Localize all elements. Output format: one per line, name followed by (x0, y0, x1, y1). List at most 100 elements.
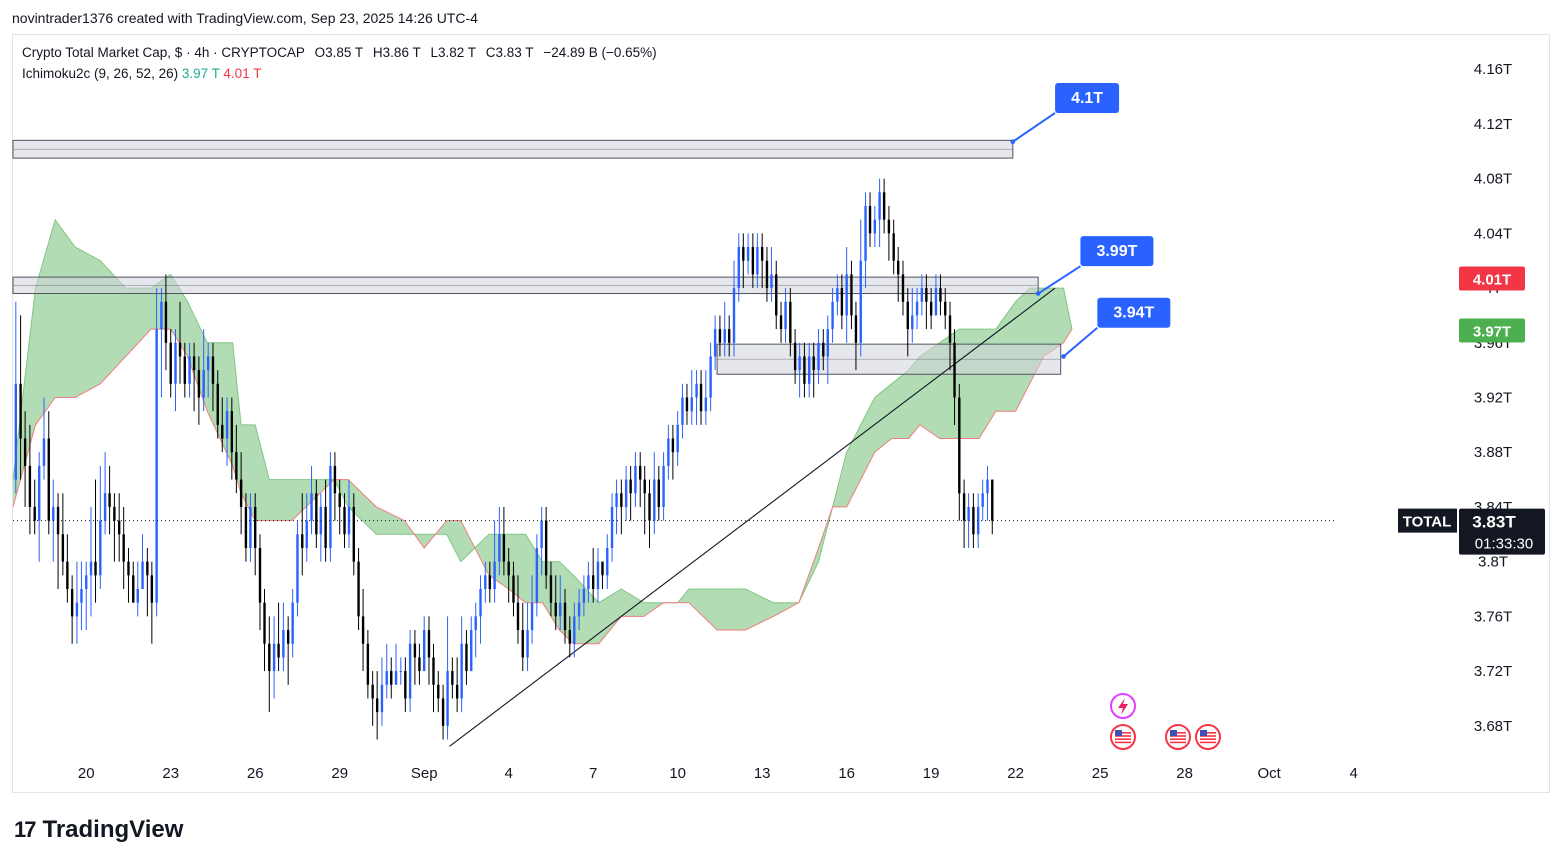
candle-body (878, 192, 881, 220)
candle (775, 260, 778, 330)
candle (310, 465, 313, 535)
candle (737, 233, 740, 302)
callout-anchor (1061, 354, 1066, 359)
candle (366, 630, 370, 699)
candle (75, 561, 79, 644)
tradingview-brand[interactable]: 17 TradingView (14, 816, 183, 844)
candle-body (615, 493, 618, 507)
candle-body (779, 315, 783, 330)
candle-body (460, 643, 463, 699)
candle-body (99, 520, 102, 576)
callout-box (1055, 82, 1120, 113)
candle-body (146, 561, 149, 576)
candle-body (770, 274, 773, 289)
candle-body (929, 301, 933, 316)
candle (582, 575, 586, 617)
candle-body (798, 356, 801, 371)
candle-body (113, 506, 116, 521)
candle-body (526, 630, 529, 658)
x-tick-label: 19 (923, 765, 940, 782)
candle-body (375, 698, 379, 713)
legend-low: L3.82 T (430, 45, 477, 60)
candle (535, 534, 539, 617)
x-tick-label: 28 (1176, 765, 1193, 782)
candle (136, 561, 139, 617)
candle-body (277, 643, 280, 658)
price-callouts: 4.1T 3.99T 3.94T (1010, 82, 1171, 359)
candle-body (315, 493, 318, 535)
candle (347, 479, 351, 548)
candle-body (263, 602, 266, 644)
candle-body (216, 383, 219, 425)
x-tick-label: 16 (838, 765, 855, 782)
candle (676, 411, 679, 466)
x-tick-label: 10 (669, 765, 686, 782)
candle-body (587, 575, 590, 590)
candle (507, 547, 510, 603)
candle (451, 657, 454, 699)
candle (530, 575, 534, 644)
candle-body (150, 575, 154, 603)
candle-body (103, 493, 107, 521)
candle (526, 602, 529, 672)
x-tick-label: 4 (1349, 765, 1357, 782)
candle-body (174, 342, 177, 384)
candle-body (239, 479, 243, 507)
x-tick-label: 22 (1007, 765, 1024, 782)
candle-body (122, 534, 125, 562)
candle (976, 493, 980, 548)
candle (155, 288, 158, 617)
candle-body (75, 602, 79, 617)
candle-body (676, 424, 679, 453)
candle-body (56, 506, 60, 535)
candle-body (399, 671, 403, 673)
candle (577, 589, 581, 631)
candle (601, 561, 604, 590)
candle (516, 575, 520, 644)
candle (817, 329, 820, 384)
candle (929, 288, 933, 330)
candle-body (225, 411, 229, 439)
candle-body (441, 698, 445, 726)
candle (221, 397, 224, 453)
candle (263, 589, 266, 672)
candle (559, 575, 562, 631)
candle-body (854, 315, 858, 343)
symbol-name: Crypto Total Market Cap, $ · 4h · CRYPTO… (22, 45, 305, 60)
legend-high: H3.86 T (372, 45, 421, 60)
candle (845, 247, 848, 343)
candle (502, 506, 506, 576)
y-tick-label: 4.12T (1474, 116, 1512, 133)
candle-body (305, 520, 308, 548)
candle (793, 329, 797, 384)
candle-body (864, 205, 867, 261)
candle (840, 274, 844, 330)
candle-body (451, 671, 454, 685)
candle (441, 684, 445, 740)
candle (554, 575, 557, 631)
candle (911, 288, 914, 343)
candle-body (80, 589, 83, 603)
candle (925, 274, 928, 330)
candle (882, 178, 886, 234)
candle (371, 671, 374, 726)
candle-body (803, 356, 806, 384)
candle-body (108, 493, 111, 507)
candle-body (793, 342, 797, 371)
candle-body (343, 506, 346, 535)
candle-body (840, 288, 844, 316)
candle (33, 479, 36, 535)
candle (868, 192, 872, 248)
indicator-tag (1459, 318, 1525, 343)
indicator-legend[interactable]: Ichimoku2c (9, 26, 52, 26) 3.97 T 4.01 T (22, 66, 261, 81)
candle-body (488, 575, 492, 590)
flag-stripe (1170, 735, 1186, 737)
candle-body (470, 630, 473, 672)
candle (28, 424, 32, 535)
candle (254, 493, 257, 576)
flag-stripe (1170, 732, 1186, 734)
candle-body (465, 643, 468, 672)
us-flag-icon (1195, 724, 1221, 750)
candle-body (230, 411, 234, 453)
